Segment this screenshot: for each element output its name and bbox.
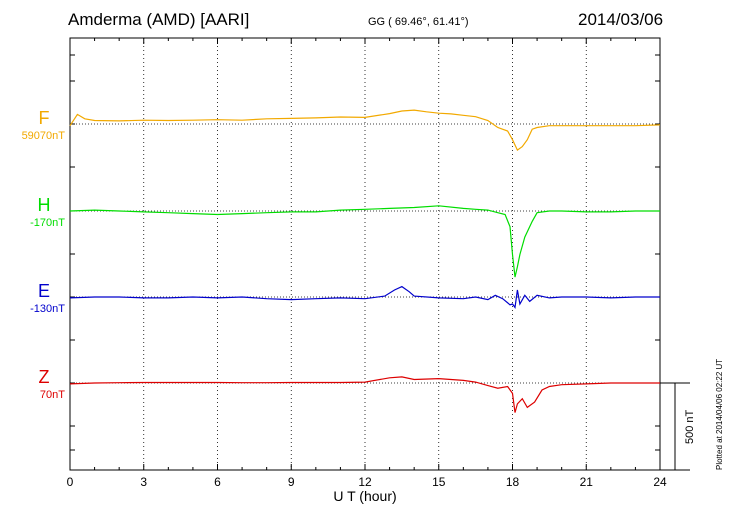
series-H-line (69, 205, 660, 278)
x-axis-label: U T (hour) (333, 488, 397, 504)
channel-baseline-Z: 70nT (39, 389, 65, 401)
station-title: Amderma (AMD) [AARI] (68, 10, 250, 29)
baseline-dotted-lines (70, 123, 660, 384)
plot-date: 2014/03/06 (578, 10, 664, 29)
channel-baseline-H: -170nT (30, 217, 65, 229)
scale-bar: 500 nT (660, 382, 696, 471)
x-tick-label-12: 12 (358, 475, 372, 489)
channel-label-E: E (37, 281, 50, 301)
channel-baseline-E: -130nT (30, 303, 65, 315)
channel-label-H: H (37, 195, 51, 215)
vertical-gridlines (143, 38, 587, 470)
x-tick-label-18: 18 (506, 475, 520, 489)
series-E-line (69, 285, 660, 309)
x-tick-label-21: 21 (580, 475, 594, 489)
x-tick-label-3: 3 (140, 475, 147, 489)
channel-baseline-F: 59070nT (21, 130, 65, 142)
x-tick-label-6: 6 (214, 475, 221, 489)
series-lines (69, 109, 661, 413)
channel-label-Z: Z (38, 367, 50, 387)
station-coordinates: GG ( 69.46°, 61.41°) (368, 16, 469, 28)
x-tick-label-24: 24 (653, 475, 667, 489)
plotted-at-note: Plotted at 2014/04/06 02:22 UT (715, 358, 724, 470)
x-tick-label-0: 0 (67, 475, 74, 489)
scale-label: 500 nT (684, 409, 696, 444)
x-tick-labels: 0 3 6 9 12 15 18 21 24 (67, 475, 667, 489)
channel-label-F: F (38, 108, 50, 128)
x-tick-label-15: 15 (432, 475, 446, 489)
series-F-line (69, 109, 661, 152)
axis-ticks (69, 38, 661, 470)
series-Z-line (69, 376, 660, 413)
x-tick-label-9: 9 (288, 475, 295, 489)
